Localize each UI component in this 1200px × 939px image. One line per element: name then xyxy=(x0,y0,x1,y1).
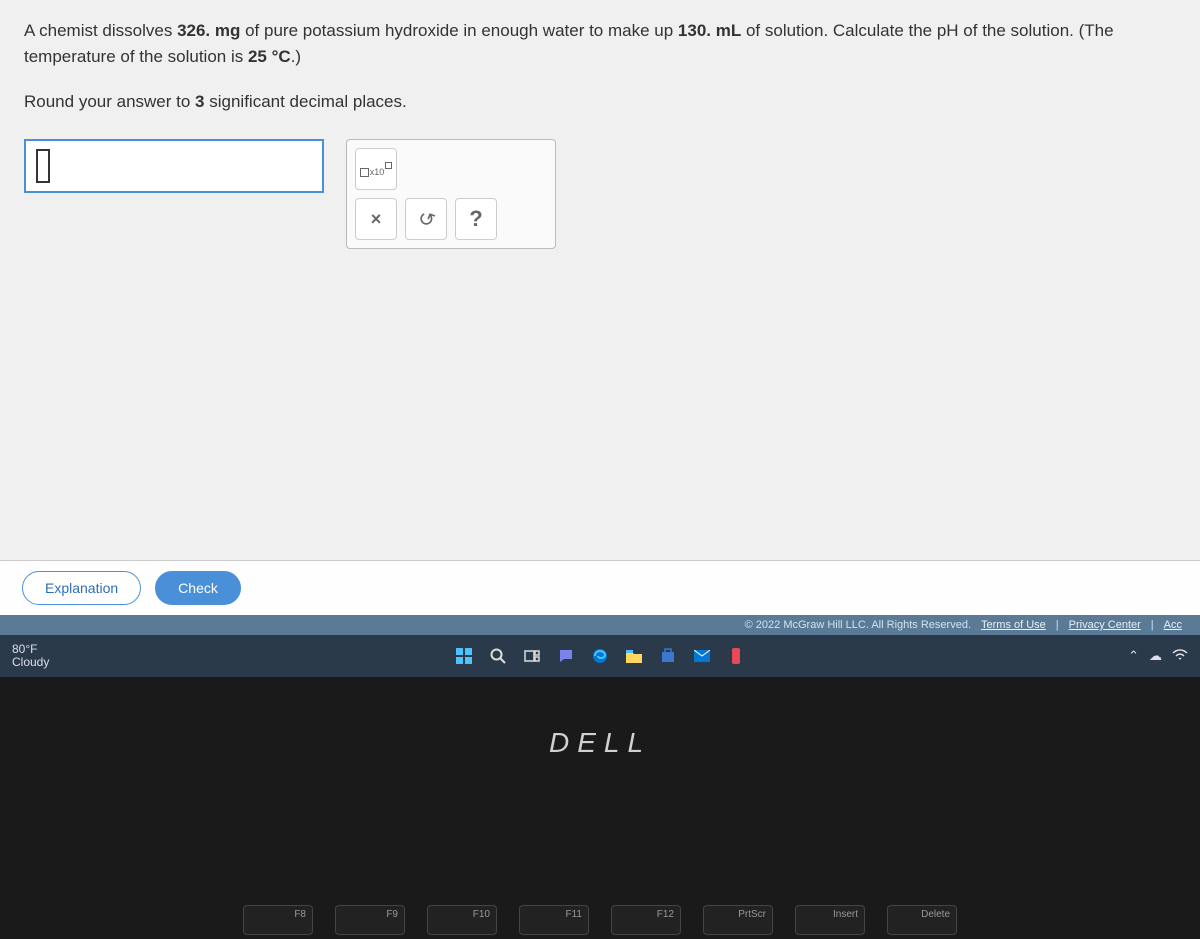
question-icon: ? xyxy=(469,206,482,232)
chevron-up-icon[interactable]: ⌃ xyxy=(1128,648,1139,664)
key-f11: F11 xyxy=(519,905,589,935)
question-line-2: Round your answer to 3 significant decim… xyxy=(24,89,1176,115)
accessibility-link[interactable]: Acc xyxy=(1164,619,1182,631)
windows-taskbar[interactable]: 80°F Cloudy ⌃ ☁ xyxy=(0,635,1200,677)
help-button[interactable]: ? xyxy=(455,198,497,240)
copyright-text: © 2022 McGraw Hill LLC. All Rights Reser… xyxy=(745,619,971,631)
store-icon[interactable] xyxy=(654,642,682,670)
clear-button[interactable]: × xyxy=(355,198,397,240)
answer-input[interactable] xyxy=(24,139,324,193)
weather-widget[interactable]: 80°F Cloudy xyxy=(12,643,49,669)
text: of pure potassium hydroxide in enough wa… xyxy=(240,21,678,40)
temperature-value: 25 °C xyxy=(248,47,291,66)
check-button[interactable]: Check xyxy=(155,571,241,605)
chat-icon[interactable] xyxy=(552,642,580,670)
copyright-bar: © 2022 McGraw Hill LLC. All Rights Reser… xyxy=(0,615,1200,635)
question-line-1: A chemist dissolves 326. mg of pure pota… xyxy=(24,18,1176,71)
cloud-icon[interactable]: ☁ xyxy=(1149,648,1162,664)
wifi-icon[interactable] xyxy=(1172,649,1188,664)
key-f10: F10 xyxy=(427,905,497,935)
keyboard-row: F8 F9 F10 F11 F12 PrtScr Insert Delete xyxy=(243,905,957,935)
app-icon[interactable] xyxy=(722,642,750,670)
separator: | xyxy=(1056,619,1059,631)
start-icon[interactable] xyxy=(450,642,478,670)
volume-value: 130. mL xyxy=(678,21,741,40)
redo-icon: ↻ xyxy=(414,204,438,233)
key-f8: F8 xyxy=(243,905,313,935)
key-insert: Insert xyxy=(795,905,865,935)
mass-value: 326. mg xyxy=(177,21,240,40)
terms-link[interactable]: Terms of Use xyxy=(981,619,1046,631)
taskbar-center xyxy=(450,642,750,670)
separator: | xyxy=(1151,619,1154,631)
dell-logo: DELL xyxy=(549,727,651,759)
taskbar-tray[interactable]: ⌃ ☁ xyxy=(1128,648,1188,664)
weather-label: Cloudy xyxy=(12,656,49,669)
x-icon: × xyxy=(371,209,382,230)
text: .) xyxy=(291,47,301,66)
key-prtscr: PrtScr xyxy=(703,905,773,935)
edge-icon[interactable] xyxy=(586,642,614,670)
text: A chemist dissolves xyxy=(24,21,177,40)
reset-button[interactable]: ↻ xyxy=(405,198,447,240)
privacy-link[interactable]: Privacy Center xyxy=(1069,619,1141,631)
action-bar: Explanation Check xyxy=(0,560,1200,615)
text: significant decimal places. xyxy=(205,92,407,111)
explorer-icon[interactable] xyxy=(620,642,648,670)
scientific-notation-button[interactable]: x10 xyxy=(355,148,397,190)
key-f12: F12 xyxy=(611,905,681,935)
key-f9: F9 xyxy=(335,905,405,935)
search-icon[interactable] xyxy=(484,642,512,670)
taskview-icon[interactable] xyxy=(518,642,546,670)
equation-toolbox: x10 × ↻ ? xyxy=(346,139,556,249)
sigfig-value: 3 xyxy=(195,92,204,111)
text: Round your answer to xyxy=(24,92,195,111)
mail-icon[interactable] xyxy=(688,642,716,670)
x10-label: x10 xyxy=(370,167,385,177)
answer-row: x10 × ↻ ? xyxy=(24,139,1176,249)
question-panel: A chemist dissolves 326. mg of pure pota… xyxy=(0,0,1200,560)
explanation-button[interactable]: Explanation xyxy=(22,571,141,605)
cursor-icon xyxy=(36,151,50,181)
key-delete: Delete xyxy=(887,905,957,935)
